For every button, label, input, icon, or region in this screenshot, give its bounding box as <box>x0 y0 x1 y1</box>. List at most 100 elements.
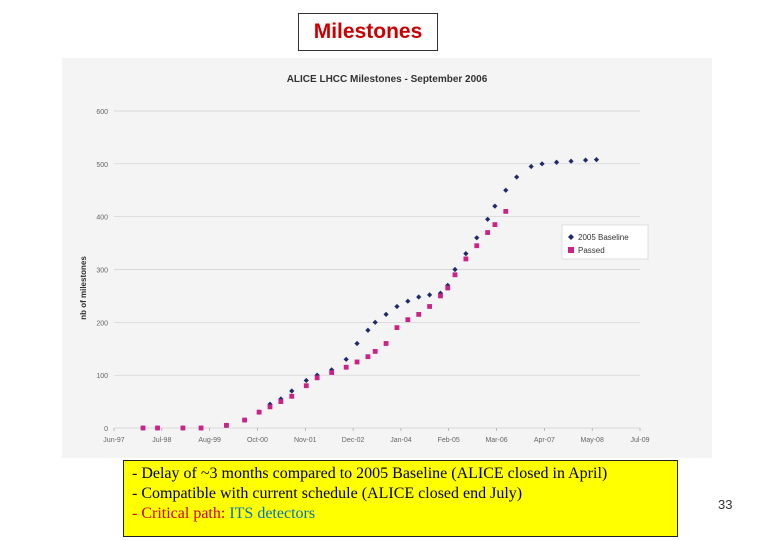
baseline-point <box>514 174 520 180</box>
axis-ticks: 0 100 200 300 400 500 600 Jun-97 Jul-98 Aug-99 Oct… <box>96 109 649 444</box>
x-tick-label: Aug-99 <box>198 437 221 444</box>
note-line-schedule: - Compatible with current schedule (ALIC… <box>132 485 523 502</box>
grid-lines <box>114 110 640 429</box>
baseline-point <box>394 303 400 310</box>
baseline-point <box>452 266 458 273</box>
baseline-point <box>463 251 469 257</box>
baseline-point <box>405 298 411 304</box>
y-axis-label: nb of milestones <box>79 256 88 320</box>
baseline-point <box>329 367 335 373</box>
baseline-point <box>582 157 589 163</box>
baseline-point <box>343 356 349 362</box>
legend-marker-baseline <box>568 234 574 240</box>
passed-point <box>155 425 160 431</box>
passed-point <box>343 364 349 370</box>
passed-point <box>198 425 204 431</box>
chart-legend: 2005 Baseline Passed <box>561 224 649 260</box>
passed-point <box>416 312 422 317</box>
x-tick-label: Jul-98 <box>152 437 171 444</box>
baseline-point <box>365 327 371 333</box>
passed-point <box>365 354 371 360</box>
passed-point <box>474 243 480 249</box>
baseline-point <box>553 159 560 165</box>
x-tick-label: Feb-05 <box>438 437 460 444</box>
passed-point <box>140 425 146 431</box>
passed-point <box>256 409 262 415</box>
passed-point <box>329 370 335 375</box>
baseline-point <box>372 319 378 325</box>
baseline-point <box>485 216 491 222</box>
x-tick-label: Nov-01 <box>294 437 317 444</box>
legend-label: Passed <box>578 246 605 255</box>
milestones-chart: ALICE LHCC Milestones - September 2006 n… <box>62 58 712 458</box>
y-tick-label: 600 <box>96 109 108 116</box>
x-tick-label: Mar-06 <box>485 437 507 444</box>
passed-point <box>372 348 378 354</box>
y-tick-label: 300 <box>96 268 108 275</box>
page-number: 33 <box>718 497 733 512</box>
x-tick-label: Jul-09 <box>630 437 649 444</box>
baseline-point <box>354 340 360 347</box>
baseline-point <box>568 158 574 164</box>
passed-point <box>452 272 458 278</box>
notes-box: - Delay of ~3 months compared to 2005 Ba… <box>123 460 678 537</box>
legend-label: 2005 Baseline <box>578 233 629 242</box>
passed-point <box>427 304 432 309</box>
y-tick-label: 500 <box>96 162 108 169</box>
chart-title: ALICE LHCC Milestones - September 2006 <box>287 74 488 85</box>
baseline-point <box>303 377 309 384</box>
passed-point <box>492 222 498 227</box>
baseline-point <box>416 294 422 300</box>
legend-marker-passed <box>568 247 574 253</box>
baseline-point <box>474 235 480 241</box>
series-2005-baseline <box>140 157 600 431</box>
baseline-point <box>437 290 444 296</box>
baseline-point <box>267 401 273 407</box>
passed-point <box>503 208 509 214</box>
y-tick-label: 100 <box>96 373 108 380</box>
x-tick-label: Apr-07 <box>534 437 555 444</box>
passed-point <box>180 425 186 431</box>
passed-point <box>242 417 247 423</box>
y-tick-label: 400 <box>96 215 108 222</box>
baseline-point <box>383 311 389 318</box>
passed-point <box>383 341 389 346</box>
passed-point <box>224 422 229 428</box>
slide-title: Milestones <box>298 13 438 51</box>
critical-path-prefix: - Critical path: <box>132 505 230 522</box>
baseline-point <box>593 157 600 163</box>
passed-point <box>354 359 360 365</box>
critical-path-value: ITS detectors <box>229 505 316 522</box>
x-tick-label: Jan-04 <box>390 437 412 444</box>
passed-point <box>463 256 469 262</box>
data-series <box>140 157 600 431</box>
baseline-point <box>528 163 534 170</box>
baseline-point <box>427 292 433 298</box>
series-passed <box>140 208 509 431</box>
baseline-point <box>289 388 295 394</box>
note-line-critical-path: - Critical path: ITS detectors <box>132 504 669 524</box>
baseline-point <box>539 161 545 167</box>
chart-svg: ALICE LHCC Milestones - September 2006 n… <box>79 74 650 444</box>
passed-point <box>314 375 320 381</box>
x-tick-label: Dec-02 <box>342 437 365 444</box>
passed-point <box>303 383 309 389</box>
baseline-point <box>314 372 320 378</box>
y-tick-label: 200 <box>96 320 108 327</box>
y-tick-label: 0 <box>104 426 108 433</box>
passed-point <box>445 285 451 291</box>
x-tick-label: Jun-97 <box>103 437 125 444</box>
baseline-point <box>492 203 498 209</box>
passed-point <box>485 230 491 235</box>
x-tick-label: Oct-00 <box>247 437 268 444</box>
passed-point <box>438 293 443 299</box>
baseline-point <box>503 187 509 193</box>
legend-box <box>561 224 649 260</box>
passed-point <box>278 399 284 404</box>
passed-point <box>289 393 295 399</box>
passed-point <box>405 317 411 323</box>
passed-point <box>267 404 273 410</box>
passed-point <box>394 325 400 331</box>
x-tick-label: May-08 <box>581 437 604 444</box>
note-line-delay: - Delay of ~3 months compared to 2005 Ba… <box>132 465 608 482</box>
